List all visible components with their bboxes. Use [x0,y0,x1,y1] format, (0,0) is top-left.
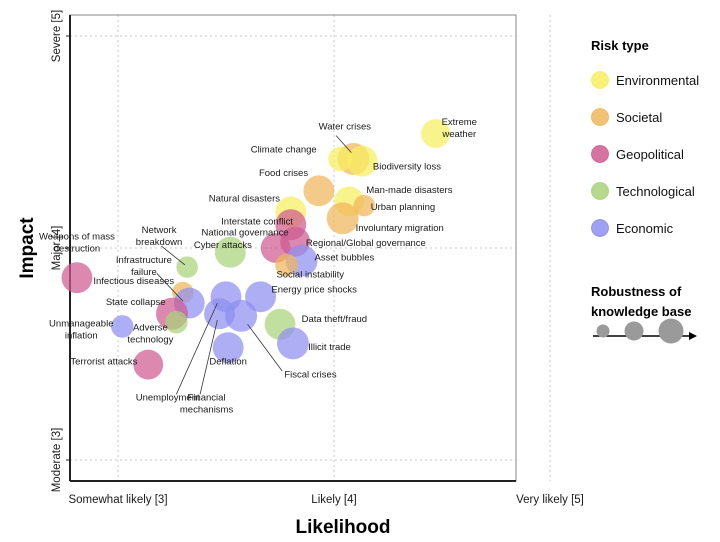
y-tick-label: Moderate [3] [51,428,63,493]
bubble-illicit-trade: Illicit trade [277,327,309,360]
leader-line [160,245,186,266]
point-label: Terrorist attacks [70,357,137,368]
point-label: Man-made disasters [366,185,452,196]
legend-swatch-societal [591,108,609,126]
point-label: National governance [201,227,288,238]
point-label: Natural disasters [209,193,281,204]
point-label: Extreme weather [441,117,477,140]
bubble-network-breakdown: Network breakdown [176,256,198,278]
bubble-terrorist-attacks: Terrorist attacks [133,349,164,380]
x-axis-title: Likelihood [296,517,391,538]
point-label: Water crises [319,121,372,132]
bubble-food-crises: Food crises [303,175,335,207]
legend-label-geopolitical: Geopolitical [616,147,684,162]
legend-size-title-line2: knowledge base [591,304,691,319]
bubble-weapons-of-mass-destruction: Weapons of mass destruction [61,262,93,294]
legend-swatch-geopolitical [591,145,609,163]
point-label: Deflation [209,357,247,368]
point-label: Adverse technology [127,323,173,346]
bubble-adverse-technology: Adverse technology [165,310,188,334]
point-label: Asset bubbles [315,253,375,264]
bubble-energy-price-shocks: Energy price shocks [245,281,276,313]
point-label: Urban planning [371,202,435,213]
leader-line [247,324,283,372]
legend-swatch-economic [591,219,609,237]
legend-size-low [596,324,610,338]
bubble-climate-change: Climate change [328,146,353,172]
point-label: Unmanageable inflation [49,318,113,341]
bubble-urban-planning: Urban planning [353,194,375,217]
legend-size-medium [624,321,644,341]
point-labels: Extreme weather Water crises Climate change… [39,117,477,416]
point-label: Energy price shocks [271,285,357,296]
y-axis-title: Impact [17,217,38,279]
legend: Risk type Environmental Societal Geopoliti… [591,38,699,344]
leader-line [199,319,218,395]
bubble-social-instability: Social instability [275,253,298,277]
point-label: Interstate conflict [221,217,293,228]
leader-line [175,302,218,395]
bubble-involuntary-migration: Involuntary migration [326,202,359,235]
point-label: Data theft/fraud [302,314,367,325]
legend-size-high [658,318,684,344]
point-label: Climate change [251,145,317,156]
leader-lines [156,135,352,395]
x-tick-label: Likely [4] [311,494,356,506]
axis-ticks: Somewhat likely [3] Likely [4] Very likely… [51,10,584,506]
point-label: Infectious diseases [93,276,174,287]
bubbles: Extreme weather Water crises Climate chang… [61,119,450,380]
bubble-cyber-attacks: Cyber attacks [214,236,246,268]
point-label: Financial mechanisms [180,393,234,416]
legend-label-environmental: Environmental [616,73,699,88]
legend-title: Risk type [591,38,649,53]
bubble-unmanageable-inflation: Unmanageable inflation [111,315,134,338]
point-label: Food crises [259,168,308,179]
legend-label-technological: Technological [616,184,695,199]
point-label: Illicit trade [308,342,351,353]
grid [70,15,551,481]
bubble-biodiversity-loss: Biodiversity loss [346,145,378,177]
point-label: Weapons of mass destruction [39,232,115,255]
legend-label-economic: Economic [616,221,674,236]
arrow-head-icon [689,332,697,340]
x-tick-label: Very likely [5] [516,494,584,506]
x-tick-label: Somewhat likely [3] [68,494,167,506]
bubble-deflation: Deflation [212,332,244,364]
point-label: Fiscal crises [284,369,337,380]
point-label: Unemployment [136,393,200,404]
leader-line [335,135,352,153]
bubble-extreme-weather: Extreme weather [421,119,450,148]
point-label: Regional/Global governance [306,238,426,249]
y-tick-label: Severe [5] [51,10,63,62]
legend-swatch-technological [591,182,609,200]
legend-label-societal: Societal [616,110,662,125]
point-label: Biodiversity loss [373,162,441,173]
y-tick-label: Major [4] [51,226,63,271]
leader-line [156,273,184,302]
legend-swatch-environmental [591,71,609,89]
legend-size-title-line1: Robustness of [591,284,682,299]
point-label: Involuntary migration [356,223,444,234]
point-label: Network breakdown [136,225,182,248]
point-label: Social instability [276,270,344,281]
point-label: Infrastructure failure [116,255,172,278]
point-label: Cyber attacks [194,240,252,251]
point-label: State collapse [106,297,166,308]
bubble-fiscal-crises: Fiscal crises [225,299,258,332]
